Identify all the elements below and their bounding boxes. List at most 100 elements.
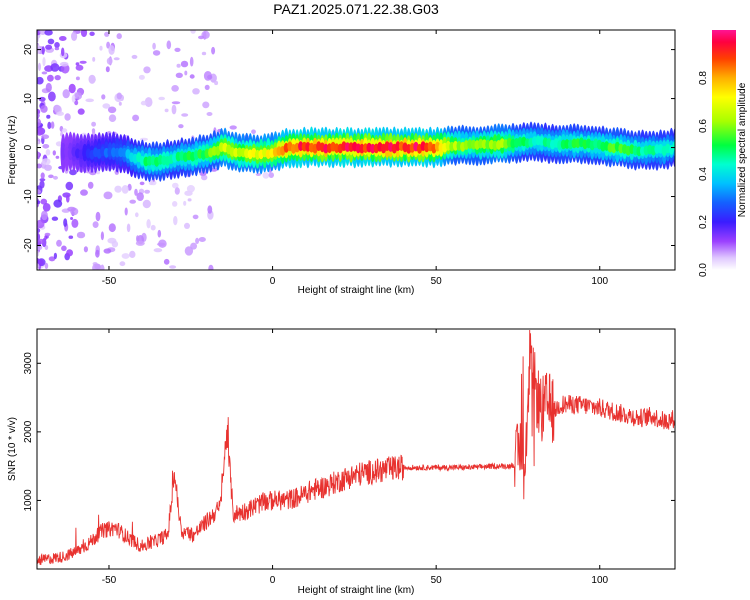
noise-blob: [132, 114, 140, 122]
noise-blob: [92, 57, 96, 62]
noise-blob: [146, 219, 151, 229]
noise-blob: [139, 181, 145, 186]
noise-blob: [47, 121, 52, 129]
noise-blob: [138, 74, 145, 80]
noise-blob: [174, 187, 180, 195]
noise-blob: [41, 71, 48, 75]
noise-blob: [255, 173, 262, 176]
spectrogram-y-tick-label: 10: [23, 93, 34, 105]
noise-blob: [44, 232, 51, 237]
noise-blob: [206, 112, 213, 116]
noise-blob: [71, 218, 79, 228]
spectrogram-panel: -50 0 50 100 -20 -10 0 10 20 Height of straight …: [7, 29, 676, 296]
noise-blob: [119, 261, 126, 267]
noise-blob: [75, 76, 80, 81]
noise-blob: [140, 137, 148, 141]
snr-y-label: SNR (10 * v/v): [7, 417, 18, 481]
noise-blob: [108, 223, 116, 233]
noise-blob: [74, 100, 79, 106]
noise-blob: [41, 210, 48, 221]
noise-blob: [52, 150, 56, 156]
noise-blob: [66, 194, 70, 203]
noise-blob: [186, 185, 195, 193]
noise-blob: [91, 121, 96, 127]
ridge-cell: [211, 146, 217, 156]
noise-blob: [37, 43, 40, 48]
snr-series-line: [37, 329, 675, 565]
colorbar-label: Normalized spectral amplitude: [737, 82, 748, 217]
noise-blob: [190, 30, 196, 34]
noise-blob: [158, 96, 165, 101]
noise-blob: [113, 57, 120, 61]
colorbar: 0.0 0.2 0.4 0.6 0.8 Normalized spectral ampl…: [698, 30, 748, 277]
noise-blob: [38, 96, 46, 102]
colorbar-tick-label: 0.0: [698, 263, 709, 277]
noise-blob: [103, 191, 113, 200]
colorbar-tick-label: 0.2: [698, 215, 709, 229]
noise-blob: [150, 224, 156, 231]
noise-blob: [134, 188, 138, 196]
noise-blob: [37, 244, 43, 251]
noise-blob: [106, 41, 110, 49]
noise-blob: [202, 101, 210, 109]
noise-blob: [101, 94, 106, 100]
noise-blob: [126, 223, 131, 233]
noise-blob: [171, 101, 181, 105]
noise-blob: [48, 91, 56, 102]
noise-blob: [108, 114, 117, 122]
snr-y-tick-label: 1000: [23, 489, 34, 512]
noise-blob: [68, 83, 76, 94]
noise-blob: [171, 104, 177, 115]
noise-blob: [144, 189, 151, 194]
noise-blob: [181, 113, 189, 117]
noise-blob: [71, 94, 76, 103]
spectrogram-x-tick-label: -50: [102, 276, 117, 287]
noise-blob: [37, 126, 44, 136]
noise-blob: [54, 42, 60, 48]
noise-blob: [111, 240, 119, 248]
spectrogram-frame: [36, 29, 676, 271]
noise-blob: [91, 78, 96, 82]
noise-blob: [135, 240, 145, 246]
snr-y-tick-label: 2000: [23, 420, 34, 443]
noise-blob: [103, 248, 112, 254]
noise-blob: [107, 106, 117, 114]
noise-blob: [37, 76, 44, 85]
noise-blob: [180, 60, 189, 68]
noise-blob: [105, 66, 110, 73]
noise-blob: [53, 175, 58, 180]
noise-blob: [37, 258, 44, 266]
noise-blob: [114, 185, 122, 193]
noise-blob: [95, 249, 100, 258]
noise-blob: [37, 225, 40, 229]
noise-blob: [106, 57, 113, 65]
noise-blob: [129, 199, 136, 204]
spectrogram-y-tick-label: 20: [23, 44, 34, 56]
spectrogram-x-label: Height of straight line (km): [298, 285, 415, 296]
noise-blob: [135, 212, 139, 218]
noise-blob: [67, 206, 76, 212]
colorbar-scale: [712, 30, 736, 270]
noise-blob: [48, 174, 54, 179]
snr-ticks: -50 0 50 100 1000 2000 3000: [23, 329, 675, 586]
spectrogram-y-tick-label: -20: [23, 238, 34, 253]
noise-blob: [47, 38, 55, 45]
noise-blob: [100, 231, 104, 241]
noise-blob: [76, 231, 86, 239]
noise-blob: [183, 200, 187, 206]
noise-blob: [41, 158, 51, 165]
noise-blob: [37, 263, 40, 269]
noise-blob: [144, 97, 153, 108]
noise-blob: [175, 72, 183, 79]
noise-blob: [63, 218, 68, 227]
ridge-cell: [672, 141, 675, 151]
noise-blob: [251, 129, 256, 134]
noise-blob: [92, 221, 99, 229]
ridge-cell: [395, 141, 401, 152]
snr-frame: [36, 328, 676, 570]
noise-blob: [48, 256, 56, 262]
noise-blob: [174, 47, 181, 53]
spectrogram-x-tick-label: 50: [431, 276, 443, 287]
noise-blob: [51, 216, 59, 221]
